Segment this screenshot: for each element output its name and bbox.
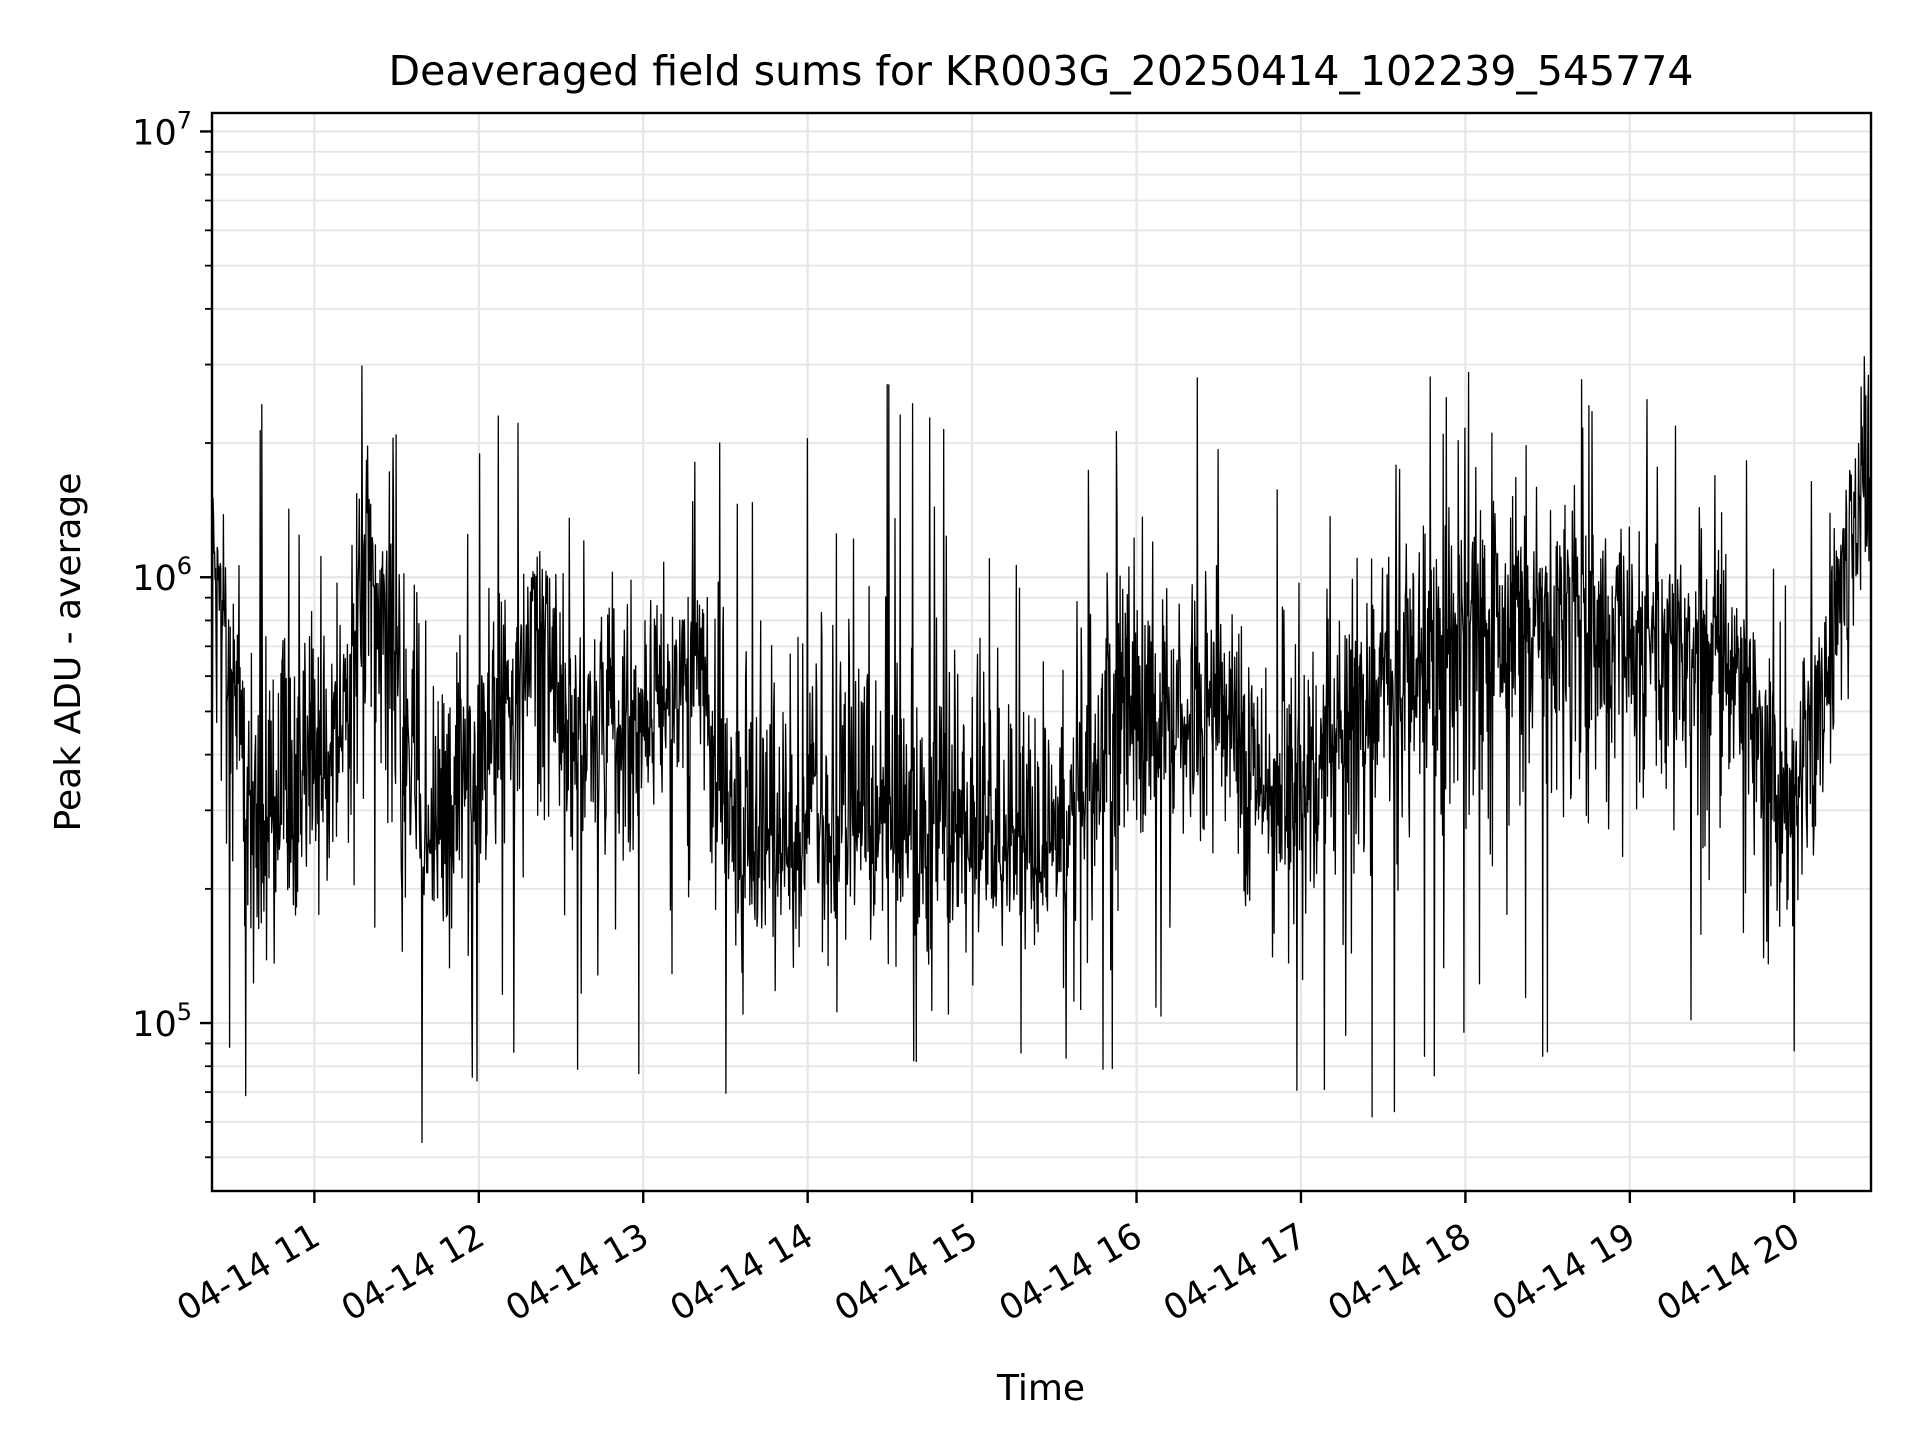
y-tick-exponent: 6 bbox=[177, 552, 192, 580]
y-tick-base: 10 bbox=[132, 1005, 177, 1045]
y-axis-label: Peak ADU - average bbox=[48, 473, 89, 832]
series-layer bbox=[212, 356, 1871, 1144]
chart-title: Deaveraged field sums for KR003G_2025041… bbox=[389, 47, 1694, 95]
y-tick-label: 105 bbox=[132, 998, 192, 1045]
ticks bbox=[200, 130, 1796, 1203]
y-tick-exponent: 5 bbox=[177, 998, 192, 1026]
y-tick-label: 106 bbox=[132, 552, 192, 599]
y-tick-exponent: 7 bbox=[177, 106, 192, 134]
plot-frame bbox=[210, 111, 1873, 1193]
grid bbox=[212, 113, 1871, 1191]
y-tick-base: 10 bbox=[132, 559, 177, 599]
series-line bbox=[212, 356, 1871, 1144]
x-axis-label: Time bbox=[996, 1368, 1085, 1409]
y-tick-label: 107 bbox=[132, 106, 192, 153]
y-tick-base: 10 bbox=[132, 113, 177, 153]
